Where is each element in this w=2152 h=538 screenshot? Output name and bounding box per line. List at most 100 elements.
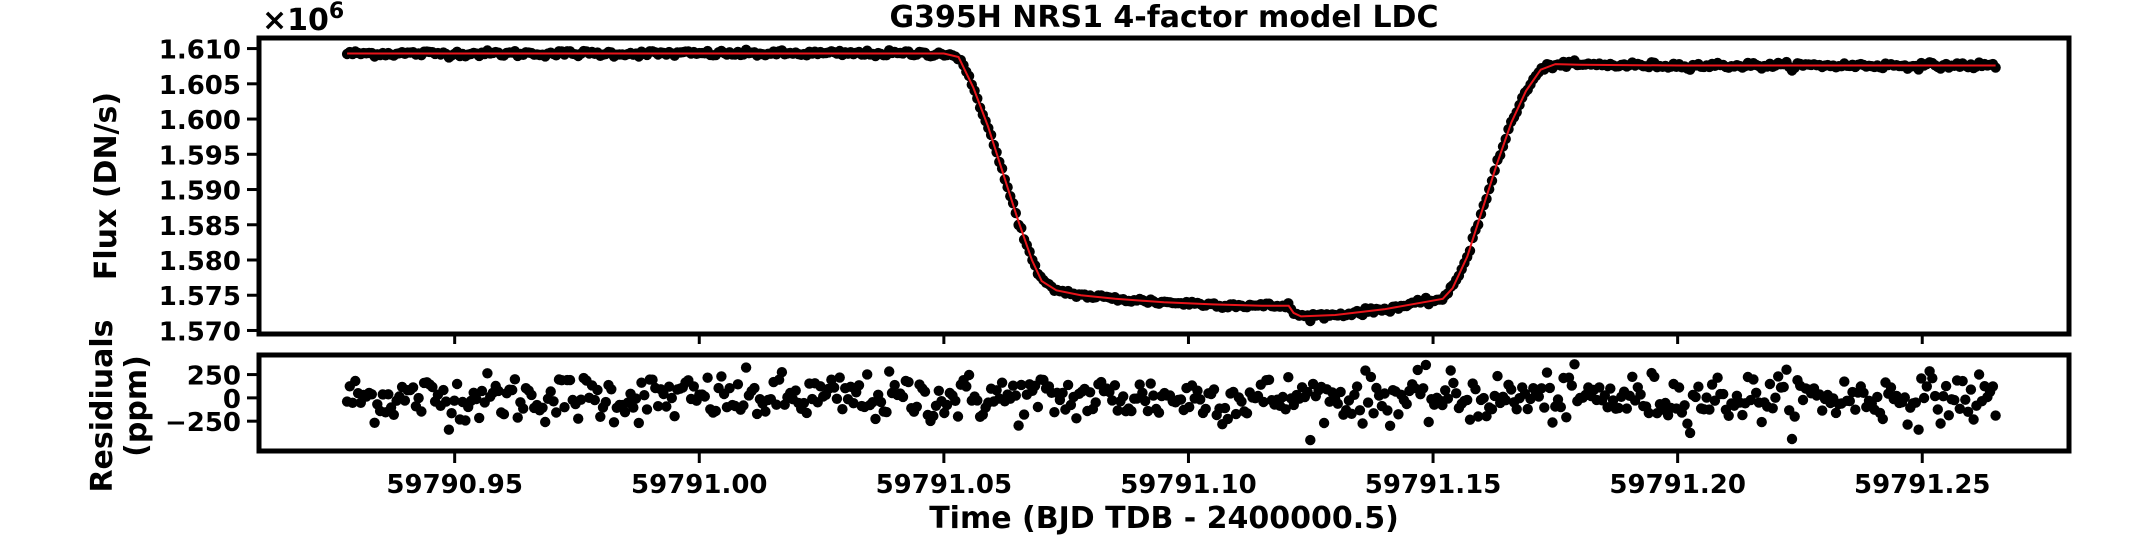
residual-point [1643, 407, 1655, 419]
residual-point [1357, 418, 1368, 429]
residual-point [1817, 405, 1828, 416]
residual-point [1368, 408, 1379, 419]
residual-point [1084, 387, 1096, 398]
residual-point [399, 395, 411, 406]
residual-point [498, 409, 510, 420]
residual-point [1346, 408, 1357, 419]
residual-point [1258, 396, 1269, 408]
residual-point [1382, 405, 1393, 416]
residual-point [1418, 383, 1429, 394]
residual-point [919, 386, 931, 397]
residual-point [1277, 391, 1289, 403]
residual-point [1693, 381, 1704, 392]
residual-point [1605, 383, 1616, 394]
residual-point [1872, 391, 1883, 403]
residual-point [716, 371, 727, 382]
residual-point [831, 393, 843, 404]
x-tick-label: 59790.95 [386, 470, 523, 500]
residual-point [1362, 397, 1374, 408]
residual-point [619, 407, 631, 418]
residual-point [688, 381, 699, 392]
residual-point [509, 374, 521, 385]
residual-point [1899, 392, 1911, 403]
residual-point [702, 372, 713, 383]
residual-point [600, 396, 611, 408]
residual-point [1929, 390, 1941, 402]
residual-point [1770, 392, 1781, 403]
residual-point [1569, 359, 1580, 370]
residual-point [732, 379, 744, 390]
residual-point [1536, 383, 1547, 394]
residual-point [1420, 359, 1432, 371]
residual-point [416, 406, 427, 417]
residual-point [710, 405, 721, 417]
residual-point [1544, 382, 1556, 394]
residual-point [991, 385, 1002, 396]
y-tick-label: 1.590 [159, 177, 241, 207]
residual-point [790, 385, 801, 396]
residual-point [647, 374, 658, 385]
residual-point [669, 411, 680, 422]
residual-point [1107, 395, 1118, 406]
residual-point [1057, 387, 1068, 399]
x-axis-label: Time (BJD TDB - 2400000.5) [929, 501, 1399, 536]
residual-point [1916, 373, 1927, 384]
residual-point [1200, 403, 1211, 415]
flux-y-axis-label: Flux (DN/s) [89, 92, 124, 280]
residual-point [1594, 382, 1605, 393]
residual-point [933, 385, 944, 396]
residual-point [1393, 409, 1404, 420]
residual-point [1412, 364, 1423, 376]
x-tick-label: 59791.25 [1854, 470, 1991, 500]
bottom-x-axis: 59790.95 59791.00 59791.05 59791.10 59791.15… [386, 334, 1991, 500]
residual-point [1932, 404, 1944, 415]
residual-point [1126, 405, 1137, 417]
residual-point [471, 393, 482, 405]
residual-point [482, 368, 493, 379]
residual-point [1473, 411, 1484, 422]
residual-point [1627, 371, 1638, 382]
residual-point [867, 397, 878, 408]
residual-point [1379, 388, 1390, 399]
residual-point [740, 362, 752, 373]
residual-point [1016, 379, 1027, 391]
residual-point [1305, 434, 1316, 446]
flux-point [1990, 62, 2001, 73]
residual-point [1500, 395, 1511, 406]
residual-point [771, 399, 782, 410]
residual-point [751, 408, 763, 420]
residual-point [848, 398, 859, 409]
residual-point [1302, 386, 1313, 398]
residual-point [641, 404, 653, 415]
residual-point [476, 385, 488, 397]
residual-point [889, 379, 900, 391]
residual-point [512, 412, 523, 423]
residual-point [1489, 390, 1500, 402]
residual-point [639, 390, 650, 401]
residual-point [897, 391, 909, 403]
residual-point [1635, 389, 1646, 400]
residual-point [1351, 381, 1363, 392]
residual-point [474, 412, 485, 424]
residual-point [1910, 397, 1922, 408]
residual-y-tick-label: −250 [165, 408, 241, 438]
residual-point [928, 410, 939, 422]
residual-point [1968, 414, 1979, 425]
residual-point [1613, 402, 1624, 414]
residual-point [1010, 390, 1021, 401]
residual-point [413, 392, 424, 404]
residual-point [1280, 404, 1291, 415]
residual-point [1401, 398, 1412, 410]
x-tick-label: 59791.05 [876, 470, 1013, 500]
residual-point [366, 389, 377, 400]
residual-point [1134, 379, 1145, 390]
residual-point [1673, 382, 1685, 393]
residual-point [1921, 381, 1933, 392]
residual-point [1938, 391, 1949, 402]
residual-point [440, 396, 452, 407]
residual-point [1764, 378, 1776, 390]
residual-point [911, 401, 922, 412]
residual-point [1335, 386, 1346, 398]
residual-point [551, 407, 562, 418]
residual-point [952, 411, 964, 422]
